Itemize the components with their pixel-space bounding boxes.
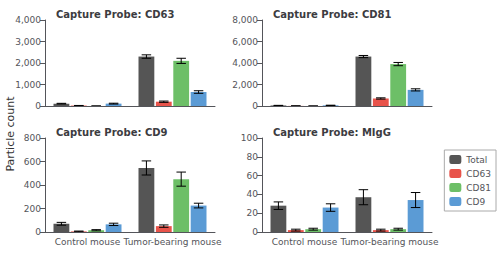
svg-text:Particle count: Particle count — [4, 96, 17, 172]
svg-text:0: 0 — [35, 101, 41, 111]
svg-text:80: 80 — [247, 152, 259, 162]
svg-text:4,000: 4,000 — [15, 15, 41, 25]
svg-text:6,000: 6,000 — [232, 37, 258, 47]
svg-text:0: 0 — [35, 227, 41, 237]
svg-text:600: 600 — [24, 157, 41, 167]
svg-text:CD9: CD9 — [466, 197, 485, 207]
svg-text:8,000: 8,000 — [232, 15, 258, 25]
svg-text:Capture Probe: CD81: Capture Probe: CD81 — [273, 9, 391, 20]
svg-text:2,000: 2,000 — [232, 80, 258, 90]
svg-text:Capture Probe: CD63: Capture Probe: CD63 — [56, 9, 174, 20]
svg-text:20: 20 — [247, 208, 259, 218]
svg-text:Control mouse: Control mouse — [55, 237, 121, 247]
svg-text:CD63: CD63 — [466, 169, 491, 179]
svg-text:400: 400 — [24, 180, 41, 190]
svg-text:4,000: 4,000 — [232, 58, 258, 68]
svg-text:200: 200 — [24, 204, 41, 214]
svg-text:Tumor-bearing mouse: Tumor-bearing mouse — [340, 237, 439, 247]
svg-text:0: 0 — [252, 101, 258, 111]
svg-text:Capture Probe: MIgG: Capture Probe: MIgG — [273, 127, 391, 138]
svg-text:Tumor-bearing mouse: Tumor-bearing mouse — [123, 237, 222, 247]
svg-text:60: 60 — [247, 171, 259, 181]
svg-text:CD81: CD81 — [466, 183, 491, 193]
svg-text:1,000: 1,000 — [15, 80, 41, 90]
svg-text:100: 100 — [241, 133, 258, 143]
svg-text:40: 40 — [247, 189, 259, 199]
svg-text:0: 0 — [252, 227, 258, 237]
svg-text:Control mouse: Control mouse — [272, 237, 338, 247]
svg-text:Capture Probe: CD9: Capture Probe: CD9 — [56, 127, 168, 138]
svg-text:800: 800 — [24, 133, 41, 143]
svg-text:3,000: 3,000 — [15, 37, 41, 47]
svg-text:Total: Total — [465, 155, 487, 165]
svg-text:2,000: 2,000 — [15, 58, 41, 68]
